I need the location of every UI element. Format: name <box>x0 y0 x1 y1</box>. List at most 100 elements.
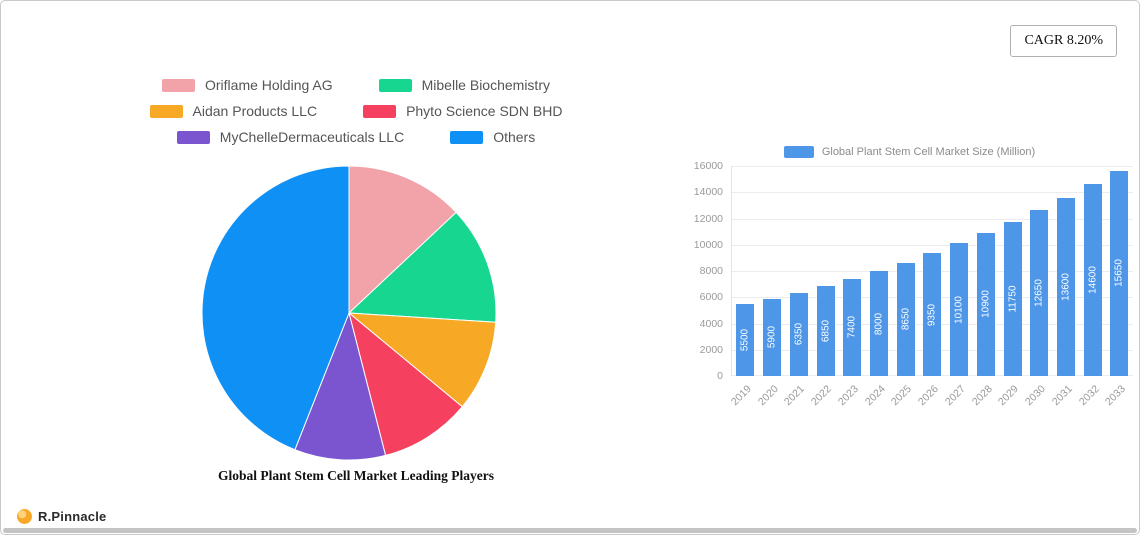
bar-value-label: 8650 <box>900 308 912 331</box>
y-axis-tick: 16000 <box>693 160 723 172</box>
y-axis-tick: 6000 <box>699 291 723 304</box>
legend-label: Phyto Science SDN BHD <box>406 103 563 119</box>
x-axis-label: 2030 <box>1022 383 1048 409</box>
bar-2026: 9350 <box>923 253 942 376</box>
gridline <box>732 218 1133 220</box>
bar-value-label: 6350 <box>793 323 805 346</box>
pie-chart <box>201 165 497 461</box>
pie-slice-4 <box>294 311 387 461</box>
y-axis-tick: 12000 <box>693 212 723 225</box>
pie-chart-title: Global Plant Stem Cell Market Leading Pl… <box>218 468 494 483</box>
pie-slice-2 <box>347 312 497 408</box>
cagr-badge-label: CAGR 8.20% <box>1024 33 1103 48</box>
x-axis-label: 2032 <box>1076 383 1102 409</box>
pie-slice-5 <box>201 165 350 451</box>
x-axis-cell: 2026 <box>915 376 946 410</box>
x-axis-cell: 2025 <box>889 376 919 410</box>
bar-value-label: 12650 <box>1033 279 1045 307</box>
legend-label: Mibelle Biochemistry <box>421 77 550 93</box>
legend-label: MyChelleDermaceuticals LLC <box>219 129 405 145</box>
y-axis-tick: 14000 <box>693 186 723 199</box>
bar-2033: 15650 <box>1110 170 1129 376</box>
pinnacle-logo-icon <box>17 509 32 524</box>
legend-row: Oriflame Holding AG Mibelle Biochemistry <box>162 77 550 93</box>
y-axis-tick: 4000 <box>699 317 723 330</box>
pie-legend: Oriflame Holding AG Mibelle Biochemistry A… <box>91 77 621 145</box>
bar-chart-section: Global Plant Stem Cell Market Size (Mill… <box>686 146 1133 410</box>
legend-row: Aidan Products LLC Phyto Science SDN BHD <box>149 103 562 119</box>
bar-2028: 10900 <box>976 232 995 376</box>
bar-value-label: 13600 <box>1060 272 1072 301</box>
gridline <box>732 192 1133 194</box>
y-axis-tick: 0 <box>717 370 723 382</box>
bar-value-label: 9350 <box>926 303 938 326</box>
x-axis-label: 2020 <box>755 383 781 409</box>
bar-chart-plot: 5500 5900 6350 6850 7400 8000 8650 9350 10100 109… <box>731 166 1133 376</box>
legend-swatch <box>149 104 183 118</box>
horizontal-scrollbar[interactable] <box>3 528 1137 533</box>
legend-item-5[interactable]: Others <box>450 129 535 145</box>
x-axis-cell: 2031 <box>1049 376 1080 410</box>
bar-2022: 6850 <box>816 286 835 376</box>
legend-swatch <box>363 104 397 118</box>
legend-item-2[interactable]: Aidan Products LLC <box>149 103 318 119</box>
bar-legend-label: Global Plant Stem Cell Market Size (Mill… <box>821 146 1036 158</box>
bar-value-label: 7400 <box>846 316 858 339</box>
bar-value-label: 14600 <box>1087 266 1099 295</box>
cagr-badge: CAGR 8.20% <box>1010 25 1117 57</box>
x-axis-label: 2022 <box>809 383 835 409</box>
legend-item-1[interactable]: Mibelle Biochemistry <box>378 77 550 93</box>
y-axis-tick: 10000 <box>693 238 723 251</box>
x-axis-label: 2033 <box>1103 383 1129 409</box>
bar-2023: 7400 <box>843 278 862 376</box>
bar-2024: 8000 <box>869 271 888 376</box>
y-axis-tick: 2000 <box>699 343 723 356</box>
x-axis-label: 2019 <box>728 383 754 409</box>
brand-logo-text: R.Pinnacle <box>38 509 107 524</box>
legend-swatch <box>450 130 484 144</box>
legend-item-4[interactable]: MyChelleDermaceuticals LLC <box>176 129 405 145</box>
bar-chart-legend[interactable]: Global Plant Stem Cell Market Size (Mill… <box>686 146 1133 158</box>
brand-logo: R.Pinnacle <box>17 509 106 524</box>
bar-chart-y-axis: 0 2000 4000 6000 8000 10000 12000 14000 16000 <box>686 160 731 382</box>
bar-2027: 10100 <box>950 243 969 376</box>
bar-chart-bars: 5500 5900 6350 6850 7400 8000 8650 9350 10100 109… <box>732 166 1133 376</box>
x-axis-label: 2031 <box>1049 383 1075 409</box>
bar-value-label: 6850 <box>820 319 832 343</box>
bar-value-label: 15650 <box>1113 259 1125 288</box>
x-axis-cell: 2023 <box>836 376 866 410</box>
x-axis-label: 2025 <box>889 383 915 409</box>
bar-value-label: 8000 <box>873 312 885 335</box>
pie-slice-3 <box>348 311 463 456</box>
x-axis-label: 2021 <box>782 383 808 409</box>
legend-row: MyChelleDermaceuticals LLC Others <box>176 129 535 145</box>
gridline <box>732 166 1133 167</box>
x-axis-label: 2026 <box>915 383 942 409</box>
bar-2020: 5900 <box>763 298 782 376</box>
legend-label: Oriflame Holding AG <box>205 77 333 93</box>
bar-value-label: 5500 <box>739 328 751 352</box>
bar-2032: 14600 <box>1083 184 1102 376</box>
bar-value-label: 10900 <box>980 290 992 319</box>
x-axis-cell: 2033 <box>1103 376 1133 410</box>
x-axis-cell: 2020 <box>755 376 786 410</box>
y-axis-tick: 8000 <box>699 265 723 277</box>
legend-item-3[interactable]: Phyto Science SDN BHD <box>363 103 562 119</box>
x-axis-cell: 2027 <box>942 376 973 410</box>
bar-value-label: 5900 <box>766 326 778 349</box>
bar-2031: 13600 <box>1056 197 1075 376</box>
x-axis-label: 2029 <box>996 383 1022 409</box>
gridline <box>732 244 1133 246</box>
x-axis-cell: 2019 <box>728 376 759 410</box>
x-axis-cell: 2021 <box>782 376 812 410</box>
bar-2019: 5500 <box>736 303 755 376</box>
legend-swatch <box>378 78 412 92</box>
legend-label: Aidan Products LLC <box>192 103 318 119</box>
legend-item-0[interactable]: Oriflame Holding AG <box>162 77 333 93</box>
x-axis-label: 2027 <box>942 383 968 409</box>
x-axis-cell: 2032 <box>1076 376 1107 410</box>
bar-value-label: 11750 <box>1007 285 1019 313</box>
legend-swatch <box>162 78 195 92</box>
bar-chart: 0 2000 4000 6000 8000 10000 12000 14000 16000 55… <box>686 160 1133 382</box>
